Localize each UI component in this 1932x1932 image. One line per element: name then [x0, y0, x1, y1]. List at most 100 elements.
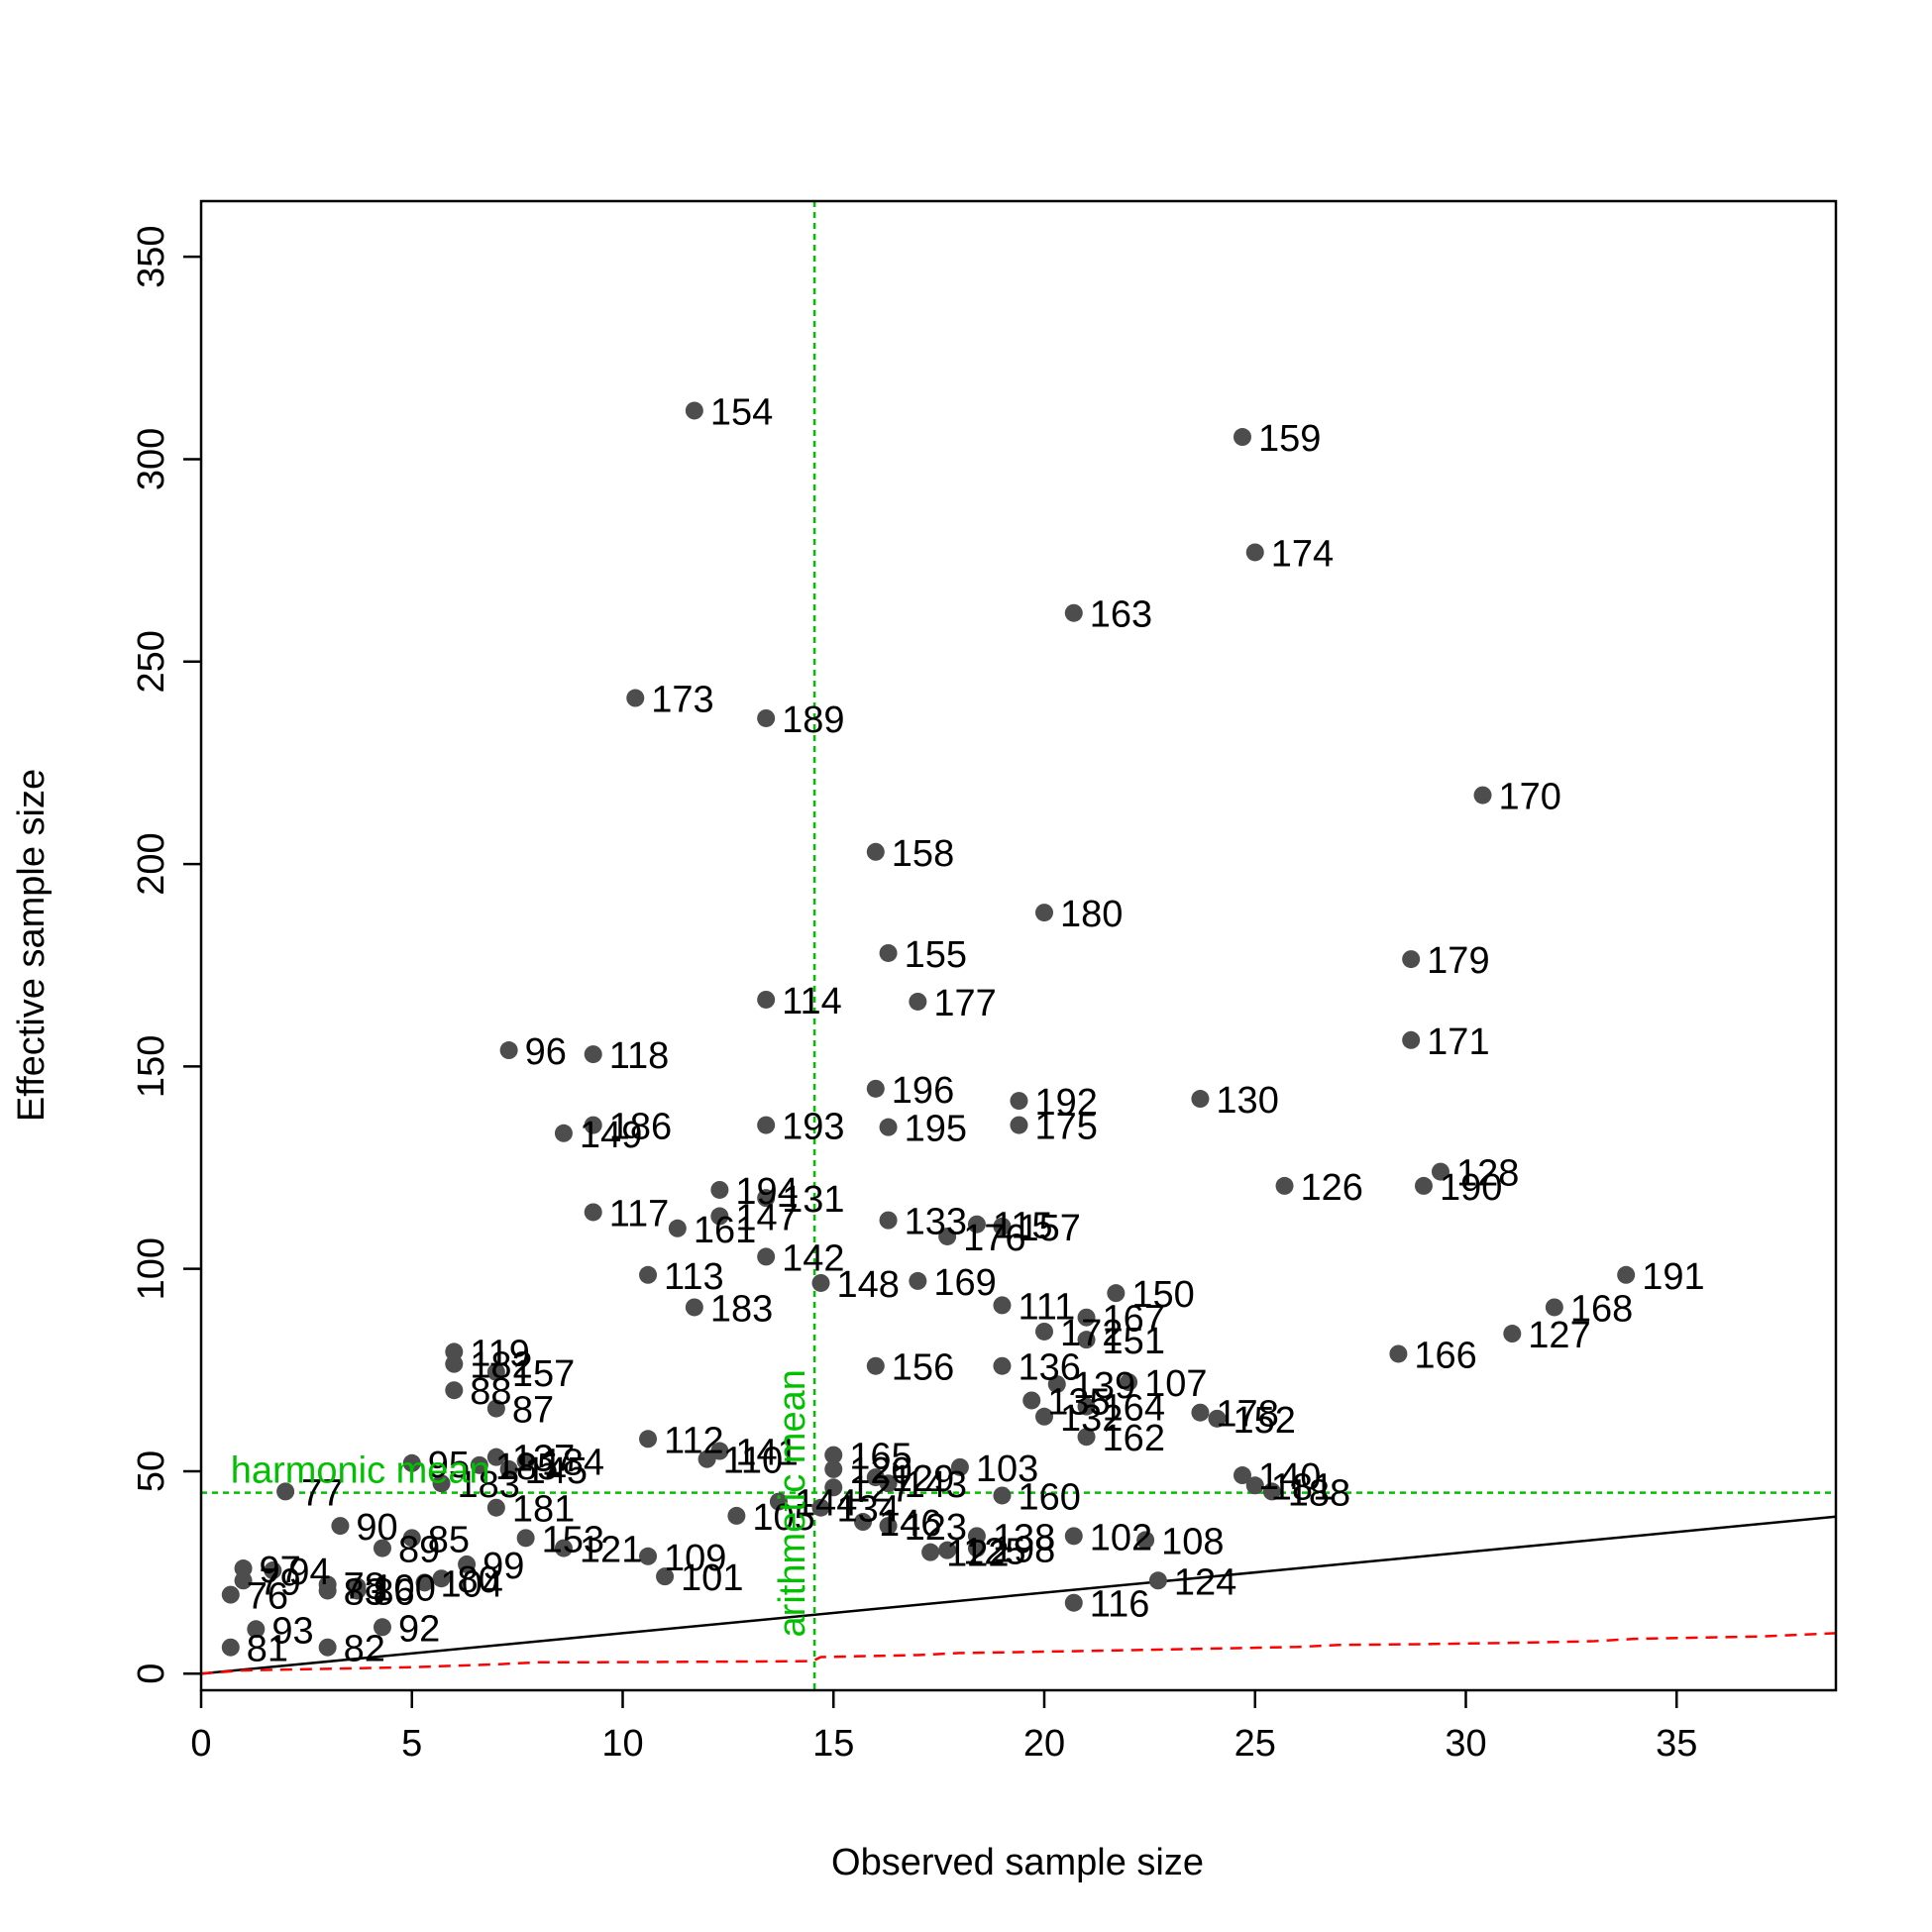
- data-point-label: 104: [441, 1563, 503, 1605]
- x-axis-title: Observed sample size: [831, 1842, 1204, 1883]
- data-point-label: 115: [993, 1206, 1053, 1247]
- data-point-label: 172: [1060, 1313, 1123, 1354]
- data-point-label: 123: [905, 1507, 967, 1549]
- data-point: [1617, 1265, 1636, 1284]
- data-point-label: 164: [1103, 1388, 1165, 1430]
- data-point: [348, 1581, 367, 1600]
- data-point-label: 196: [892, 1070, 954, 1112]
- data-point: [1262, 1482, 1281, 1501]
- data-point-label: 128: [1456, 1153, 1519, 1195]
- data-point-label: 174: [1271, 533, 1334, 575]
- data-point: [402, 1453, 421, 1472]
- data-point-label: 177: [933, 983, 996, 1024]
- data-point-label: 141: [735, 1433, 798, 1474]
- x-tick-label: 10: [601, 1723, 643, 1765]
- data-point: [866, 842, 885, 861]
- data-point-label: 146: [879, 1503, 941, 1545]
- data-points: [221, 401, 1636, 1657]
- x-axis: 0 5 10 15 20 25 30 35: [190, 1690, 1697, 1765]
- y-tick-label: 350: [131, 225, 172, 287]
- data-point: [993, 1217, 1012, 1235]
- data-point: [866, 1079, 885, 1098]
- data-point: [1047, 1375, 1066, 1394]
- y-tick-label: 200: [131, 832, 172, 895]
- data-point: [486, 1399, 505, 1418]
- y-axis-title: Effective sample size: [11, 769, 53, 1122]
- data-point-label: 143: [905, 1464, 967, 1506]
- data-point-label: 169: [933, 1262, 996, 1304]
- data-point-label: 94: [288, 1552, 330, 1593]
- data-point: [1191, 1403, 1210, 1422]
- data-point-label: 95: [428, 1445, 470, 1486]
- data-point: [373, 1618, 391, 1637]
- data-point-label: 116: [1090, 1584, 1150, 1626]
- y-tick-label: 150: [131, 1035, 172, 1098]
- data-point-label: 117: [609, 1193, 670, 1234]
- y-tick-label: 50: [131, 1450, 172, 1492]
- data-point: [1136, 1531, 1155, 1550]
- data-point: [1233, 428, 1251, 447]
- data-point-label: 181: [1271, 1466, 1334, 1508]
- data-point: [432, 1474, 451, 1493]
- reference-line-labels: harmonic mean arithmetic mean: [231, 1369, 813, 1637]
- data-point-label: 153: [542, 1519, 604, 1560]
- data-point: [639, 1265, 658, 1284]
- data-point-label: 110: [723, 1441, 784, 1482]
- data-point-label: 195: [905, 1109, 967, 1150]
- data-point-label: 159: [1258, 418, 1321, 460]
- data-point: [993, 1486, 1012, 1505]
- data-point: [710, 1180, 729, 1199]
- data-point-label: 122: [946, 1534, 1009, 1575]
- data-point: [727, 1506, 746, 1525]
- data-point-label: 166: [1414, 1335, 1476, 1376]
- data-point: [318, 1638, 337, 1657]
- data-point-label: 149: [580, 1115, 642, 1156]
- data-point: [1077, 1331, 1096, 1349]
- data-point: [276, 1482, 295, 1501]
- data-point-label: 183: [710, 1288, 773, 1330]
- data-point: [318, 1581, 337, 1600]
- data-point: [811, 1273, 830, 1292]
- data-point: [757, 708, 776, 727]
- data-point-label: 180: [1060, 894, 1123, 935]
- y-tick-label: 300: [131, 428, 172, 490]
- harmonic-mean-label: harmonic mean: [231, 1450, 490, 1492]
- data-point-label: 133: [905, 1202, 967, 1243]
- data-point: [993, 1356, 1012, 1375]
- data-point-label: 113: [664, 1256, 724, 1298]
- data-point-label: 118: [609, 1035, 670, 1077]
- data-point: [938, 1227, 957, 1245]
- data-point: [1064, 1527, 1083, 1546]
- data-point: [909, 1271, 927, 1290]
- data-point-label: 124: [1174, 1561, 1236, 1603]
- data-point: [1064, 1593, 1083, 1612]
- x-tick-label: 5: [401, 1723, 422, 1765]
- data-point: [685, 1298, 703, 1317]
- data-point-label: 105: [752, 1497, 814, 1539]
- data-point-label: 160: [1018, 1476, 1080, 1518]
- y-tick-label: 100: [131, 1237, 172, 1300]
- data-point-label: 130: [1216, 1080, 1278, 1122]
- data-point: [824, 1446, 843, 1464]
- data-point: [1503, 1325, 1522, 1343]
- data-point: [879, 1211, 898, 1230]
- data-point-label: 79: [260, 1561, 301, 1603]
- data-point-label: 165: [849, 1437, 912, 1478]
- data-point: [854, 1513, 873, 1532]
- data-point: [769, 1492, 788, 1511]
- data-point-label: 135: [1047, 1381, 1110, 1423]
- data-point: [1077, 1428, 1096, 1447]
- data-point: [221, 1585, 240, 1604]
- data-point-label: 97: [260, 1550, 301, 1591]
- data-point: [554, 1539, 573, 1557]
- data-point-label: 155: [905, 934, 967, 976]
- data-point-label: 140: [1258, 1456, 1321, 1498]
- data-point: [221, 1638, 240, 1657]
- x-tick-label: 20: [1023, 1723, 1065, 1765]
- data-point-label: 179: [1427, 940, 1489, 982]
- data-point: [1077, 1308, 1096, 1327]
- data-point-label: 148: [836, 1264, 899, 1306]
- x-tick-label: 35: [1656, 1723, 1697, 1765]
- data-point: [499, 1041, 518, 1060]
- data-point: [698, 1449, 716, 1468]
